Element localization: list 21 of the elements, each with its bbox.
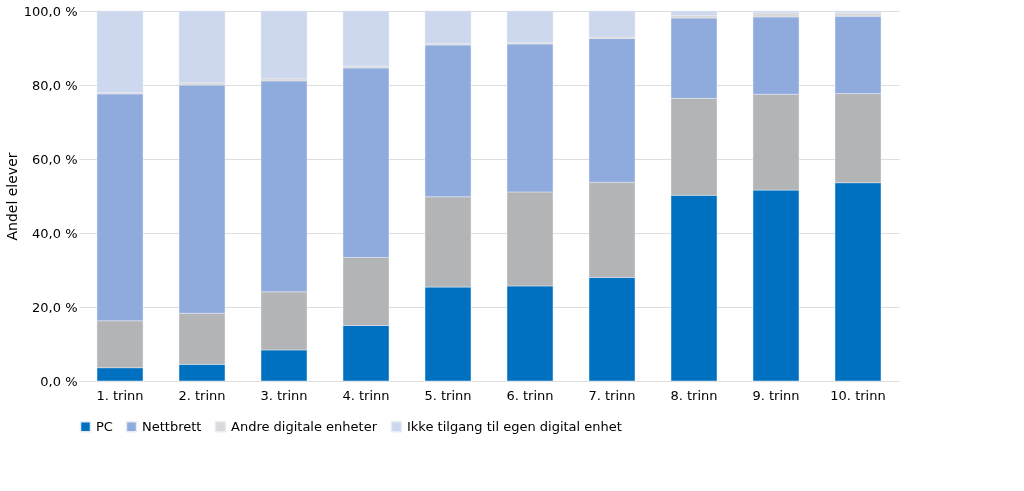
y-tick-label: 20,0 % <box>32 299 78 315</box>
y-tick-label: 80,0 % <box>32 77 78 93</box>
x-tick-label: 7. trinn <box>588 387 636 403</box>
x-tick-label: 1. trinn <box>96 387 144 403</box>
y-tick-label: 100,0 % <box>23 3 78 19</box>
x-tick-label: 10. trinn <box>830 387 886 403</box>
y-tick-label: 40,0 % <box>32 225 78 241</box>
x-tick-label: 5. trinn <box>424 387 472 403</box>
x-tick-label: 9. trinn <box>752 387 800 403</box>
y-axis-title: Andel elever <box>3 152 20 241</box>
x-tick-label: 6. trinn <box>506 387 554 403</box>
legend-label: Andre digitale enheter <box>231 418 378 434</box>
x-tick-label: 8. trinn <box>670 387 718 403</box>
y-tick-label: 0,0 % <box>40 373 78 389</box>
y-tick-label: 60,0 % <box>32 151 78 167</box>
legend-label: Nettbrett <box>142 418 202 434</box>
x-tick-label: 4. trinn <box>342 387 390 403</box>
x-tick-label: 3. trinn <box>260 387 308 403</box>
x-tick-label: 2. trinn <box>178 387 226 403</box>
legend-label: PC <box>96 418 113 434</box>
legend-label: Ikke tilgang til egen digital enhet <box>407 418 622 434</box>
